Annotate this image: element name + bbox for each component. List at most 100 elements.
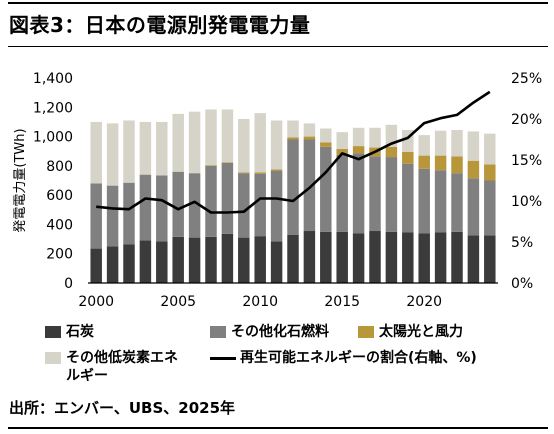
bar-segment <box>352 153 365 234</box>
bar-segment <box>90 121 102 184</box>
y2-tick-label: 25% <box>511 71 542 87</box>
y-tick-label: 0 <box>64 276 73 292</box>
bar-segment <box>106 246 119 283</box>
bar-segment <box>188 237 201 283</box>
bar-segment <box>270 120 283 170</box>
bar-segment <box>106 123 119 186</box>
bar-segment <box>320 128 332 143</box>
bar-segment <box>451 173 463 232</box>
bar-segment <box>123 244 135 283</box>
bar-segment <box>320 142 332 147</box>
bar-segment <box>205 165 217 166</box>
y2-tick-label: 20% <box>511 112 542 128</box>
bar-segment <box>287 120 299 138</box>
bar-segment <box>336 149 348 155</box>
bar-segment <box>402 163 414 233</box>
bar-segment <box>369 127 381 148</box>
bar-segment <box>385 231 398 283</box>
x-tick-label: 2005 <box>160 294 196 310</box>
bar-segment <box>303 136 316 140</box>
x-tick-label: 2020 <box>406 294 442 310</box>
y2-tick-label: 15% <box>511 153 542 169</box>
bar-segment <box>106 185 119 247</box>
bar-segment <box>369 156 381 232</box>
bar-segment <box>434 232 447 283</box>
bar-segment <box>336 132 348 150</box>
bar-segment <box>336 154 348 232</box>
bar-segment <box>385 157 398 232</box>
bar-segment <box>418 155 430 169</box>
bar-segment <box>123 120 135 183</box>
bar-segment <box>287 139 299 235</box>
bar-segment <box>336 231 348 283</box>
bar-segment <box>287 137 299 140</box>
bar-segment <box>270 169 283 171</box>
bar-segment <box>238 173 250 238</box>
bar-segment <box>156 241 168 283</box>
bar-segment <box>172 113 184 172</box>
bar-segment <box>303 123 316 137</box>
x-tick-label: 2010 <box>242 294 278 310</box>
bar-segment <box>434 155 447 171</box>
bar-segment <box>352 146 365 154</box>
bar-segment <box>467 235 480 283</box>
y-tick-label: 1,400 <box>33 71 73 87</box>
bar-segment <box>254 173 266 237</box>
bar-segment <box>156 121 168 176</box>
x-tick-label: 2000 <box>78 294 114 310</box>
y2-tick-label: 10% <box>511 194 542 210</box>
bar-segment <box>238 172 250 174</box>
y2-tick-label: 0% <box>511 276 533 292</box>
bar-segment <box>467 131 480 161</box>
bar-segment <box>90 248 102 283</box>
bar-segment <box>270 170 283 242</box>
y-axis-title: 発電電力量(TWh) <box>13 128 28 232</box>
bar-segment <box>188 173 201 238</box>
bar-segment <box>385 146 398 158</box>
bar-segment <box>418 168 430 234</box>
bar-segment <box>303 231 316 283</box>
bar-segment <box>172 236 184 283</box>
bar-segment <box>467 178 480 236</box>
bar-segment <box>205 165 217 237</box>
bar-segment <box>254 113 266 173</box>
y-tick-label: 1,000 <box>33 130 73 146</box>
bar-segment <box>221 233 234 283</box>
bar-segment <box>270 241 283 283</box>
bar-segment <box>139 240 152 283</box>
bottom-rule <box>8 427 548 429</box>
bar-segment <box>238 119 250 173</box>
bar-segment <box>352 233 365 283</box>
bar-segment <box>451 156 463 174</box>
y-tick-label: 800 <box>46 159 73 175</box>
bar-segment <box>205 236 217 283</box>
bar-segment <box>221 109 234 163</box>
bar-segment <box>139 121 152 175</box>
y-tick-label: 600 <box>46 188 73 204</box>
bar-segment <box>352 127 365 147</box>
bar-segment <box>320 231 332 283</box>
bar-segment <box>320 146 332 232</box>
bar-segment <box>418 233 430 283</box>
y-tick-label: 200 <box>46 247 73 263</box>
bar-segment <box>303 139 316 232</box>
bar-segment <box>484 164 496 181</box>
bar-segment <box>369 231 381 283</box>
bar-segment <box>188 111 201 174</box>
bar-segment <box>254 172 266 174</box>
bar-segment <box>139 174 152 241</box>
bar-segment <box>123 182 135 245</box>
bar-segment <box>484 133 496 165</box>
bar-segment <box>156 175 168 242</box>
bar-segment <box>221 162 234 234</box>
bar-segment <box>205 109 217 166</box>
bar-segment <box>172 171 184 237</box>
bar-segment <box>467 160 480 179</box>
x-tick-label: 2015 <box>324 294 360 310</box>
bar-segment <box>484 180 496 236</box>
bar-segment <box>402 129 414 152</box>
bar-segment <box>451 231 463 283</box>
y2-tick-label: 5% <box>511 235 533 251</box>
